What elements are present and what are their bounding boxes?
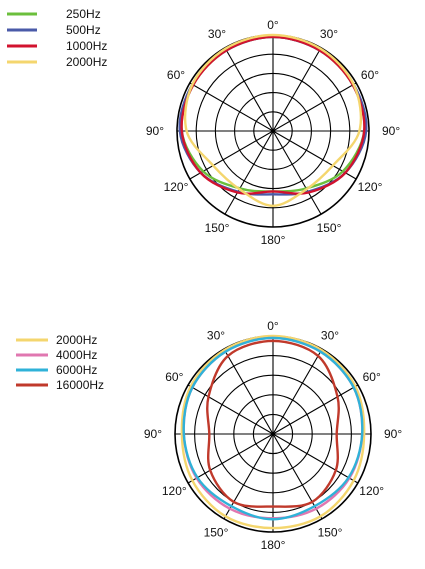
angle-tick-label: 60° bbox=[363, 370, 381, 384]
grid-spoke bbox=[223, 433, 274, 520]
legend-label: 16000Hz bbox=[56, 378, 104, 392]
grid-spoke bbox=[223, 348, 274, 435]
series-line-2000hz bbox=[183, 33, 363, 208]
legend-label: 4000Hz bbox=[56, 348, 97, 362]
angle-tick-label: 60° bbox=[167, 68, 185, 82]
grid-spoke bbox=[187, 384, 274, 435]
series-line-2000hz bbox=[180, 334, 366, 530]
angle-tick-label: 0° bbox=[267, 319, 279, 333]
legend-label: 500Hz bbox=[66, 23, 101, 37]
grid-spoke bbox=[189, 82, 274, 132]
grid-spoke bbox=[272, 82, 357, 132]
legend-label: 6000Hz bbox=[56, 363, 97, 377]
polar-grid bbox=[176, 34, 370, 228]
angle-tick-label: 90° bbox=[384, 427, 402, 441]
angle-tick-label: 90° bbox=[146, 124, 164, 138]
grid-spoke bbox=[272, 348, 323, 435]
angle-tick-label: 90° bbox=[144, 427, 162, 441]
grid-spoke bbox=[272, 384, 359, 435]
legend-label: 2000Hz bbox=[56, 333, 97, 347]
grid-spoke bbox=[187, 433, 274, 484]
angle-tick-label: 120° bbox=[164, 180, 189, 194]
angle-tick-label: 30° bbox=[208, 27, 226, 41]
angle-tick-label: 150° bbox=[205, 221, 230, 235]
legend-label: 2000Hz bbox=[66, 55, 107, 69]
angle-tick-label: 30° bbox=[321, 328, 339, 342]
grid-spoke bbox=[224, 130, 274, 215]
polar-chart-top: 0° 30° 60° 90° 120° 150° 180° 150° 120° 90° 60° 30°… bbox=[7, 7, 400, 247]
angle-tick-label: 30° bbox=[207, 328, 225, 342]
angle-tick-label: 120° bbox=[358, 180, 383, 194]
polar-grid bbox=[174, 335, 372, 533]
angle-tick-label: 180° bbox=[261, 538, 286, 552]
series-line-16000hz bbox=[206, 339, 340, 508]
angle-tick-label: 60° bbox=[361, 68, 379, 82]
angle-tick-label: 150° bbox=[318, 526, 343, 540]
angle-tick-label: 90° bbox=[382, 124, 400, 138]
angle-tick-label: 150° bbox=[317, 221, 342, 235]
grid-spoke bbox=[272, 433, 359, 484]
series-line-6000hz bbox=[182, 336, 364, 521]
angle-tick-label: 60° bbox=[165, 370, 183, 384]
legend-label: 250Hz bbox=[66, 7, 101, 21]
angle-tick-label: 180° bbox=[261, 233, 286, 247]
angle-tick-label: 150° bbox=[204, 526, 229, 540]
grid-spoke bbox=[224, 47, 274, 132]
angle-tick-label: 30° bbox=[320, 27, 338, 41]
angle-tick-label: 120° bbox=[359, 484, 384, 498]
legend-label: 1000Hz bbox=[66, 39, 107, 53]
angle-tick-label: 120° bbox=[162, 484, 187, 498]
grid-spoke bbox=[272, 130, 322, 215]
grid-spoke bbox=[272, 47, 322, 132]
angle-tick-label: 0° bbox=[267, 18, 279, 32]
polar-chart-bottom: 0° 30° 60° 90° 120° 150° 180° 150° 120° 90° 60° 30°… bbox=[16, 319, 402, 552]
grid-spoke bbox=[272, 433, 323, 520]
legend: 250Hz 500Hz 1000Hz 2000Hz bbox=[7, 7, 107, 69]
